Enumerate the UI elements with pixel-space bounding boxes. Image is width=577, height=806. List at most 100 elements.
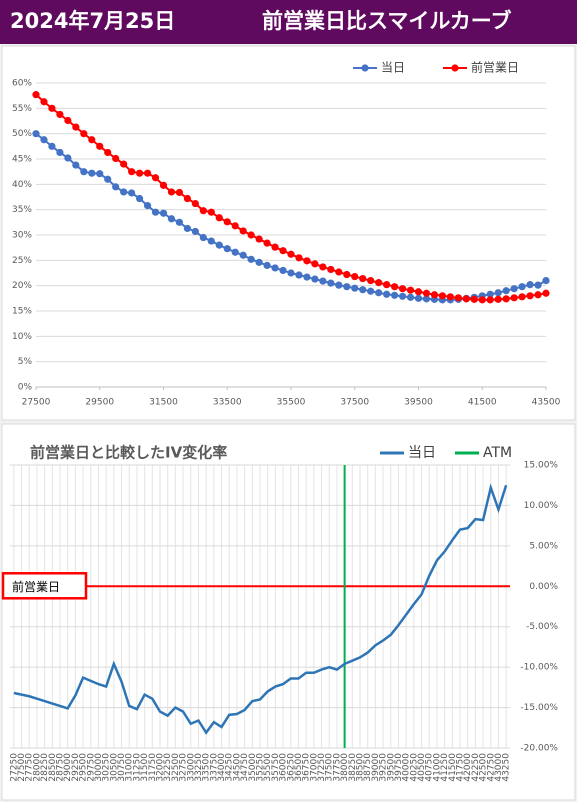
marker	[414, 294, 423, 302]
marker	[335, 268, 343, 276]
y-tick-label: 40%	[12, 180, 32, 190]
y-tick-label: -15.00%	[520, 703, 558, 713]
chart-panel	[1, 423, 576, 801]
marker	[375, 279, 383, 287]
y-tick-label: 15%	[12, 307, 32, 317]
marker	[207, 208, 215, 216]
x-tick-label: 31750	[148, 753, 158, 782]
header-title: 前営業日比スマイルカーブ	[262, 9, 511, 33]
marker	[135, 194, 144, 203]
x-tick-label: 27500	[17, 753, 27, 782]
marker	[359, 286, 367, 294]
x-tick-label: 39500	[404, 398, 433, 408]
marker	[406, 286, 415, 294]
x-tick-label: 41250	[440, 753, 450, 782]
marker	[199, 207, 207, 215]
legend-marker	[451, 64, 459, 72]
marker	[80, 168, 88, 176]
y-tick-label: 10%	[12, 332, 32, 342]
marker	[494, 289, 502, 297]
marker	[151, 208, 160, 216]
x-tick-label: 37000	[309, 753, 319, 782]
x-tick-label: 36750	[302, 753, 312, 782]
marker	[56, 148, 64, 157]
x-tick-label: 33750	[209, 753, 219, 782]
marker	[351, 284, 359, 292]
marker	[64, 116, 72, 125]
marker	[343, 270, 351, 279]
x-tick-label: 42000	[463, 753, 473, 782]
marker	[143, 169, 152, 177]
marker	[40, 98, 48, 106]
marker	[486, 290, 494, 298]
x-tick-label: 38250	[348, 753, 358, 782]
y-tick-label: 50%	[12, 129, 32, 139]
y-tick-label: 35%	[12, 205, 32, 215]
marker	[319, 277, 327, 285]
header-date: 2024年7月25日	[10, 9, 175, 33]
marker	[351, 272, 359, 281]
marker	[88, 136, 96, 144]
x-tick-label: 34250	[225, 753, 235, 782]
marker	[398, 292, 407, 300]
marker	[494, 295, 502, 303]
y-tick-label: 0.00%	[529, 582, 558, 592]
x-tick-label: 27750	[25, 753, 35, 782]
x-tick-label: 37500	[325, 753, 335, 782]
marker	[510, 285, 518, 293]
x-tick-label: 42250	[471, 753, 481, 782]
marker	[502, 295, 510, 303]
x-tick-label: 30750	[117, 753, 127, 782]
x-tick-label: 33500	[213, 398, 242, 408]
x-tick-label: 36250	[286, 753, 296, 782]
x-tick-label: 42500	[479, 753, 489, 782]
series-line	[13, 483, 508, 735]
marker	[263, 261, 271, 269]
y-tick-label: 5%	[18, 357, 33, 367]
x-tick-label: 41750	[456, 753, 466, 782]
marker	[72, 161, 80, 169]
marker	[247, 255, 255, 263]
marker	[526, 281, 534, 289]
marker	[422, 289, 431, 297]
legend-label: 当日	[408, 445, 436, 461]
x-tick-label: 31000	[125, 753, 135, 782]
x-tick-label: 35750	[271, 753, 281, 782]
x-tick-label: 29000	[63, 753, 73, 782]
marker	[406, 293, 415, 301]
marker	[534, 291, 542, 299]
marker	[279, 247, 287, 255]
marker	[128, 189, 136, 197]
marker	[303, 257, 311, 265]
marker	[104, 175, 112, 183]
x-tick-label: 30500	[109, 753, 119, 782]
x-tick-label: 32750	[179, 753, 189, 782]
x-tick-label: 41000	[432, 753, 442, 782]
marker	[143, 202, 152, 210]
marker	[175, 218, 184, 226]
marker	[135, 169, 144, 177]
x-tick-label: 31500	[140, 753, 150, 782]
marker	[207, 237, 215, 245]
x-tick-label: 40750	[425, 753, 435, 782]
x-tick-label: 39000	[371, 753, 381, 782]
marker	[183, 224, 192, 233]
x-tick-label: 37250	[317, 753, 327, 782]
y-tick-label: 5.00%	[529, 541, 558, 551]
marker	[56, 110, 64, 119]
marker	[542, 277, 550, 285]
marker	[343, 283, 351, 291]
marker	[191, 227, 199, 236]
y-tick-label: 25%	[12, 256, 32, 266]
x-tick-label: 32500	[171, 753, 181, 782]
marker	[327, 265, 335, 274]
y-tick-label: -10.00%	[520, 663, 558, 673]
x-tick-label: 43500	[532, 398, 561, 408]
x-tick-label: 28750	[56, 753, 66, 782]
marker	[414, 288, 423, 296]
marker	[279, 266, 287, 275]
y-tick-label: 20%	[12, 281, 32, 291]
x-tick-label: 28250	[40, 753, 50, 782]
marker	[88, 169, 96, 177]
x-tick-label: 37500	[340, 398, 369, 408]
